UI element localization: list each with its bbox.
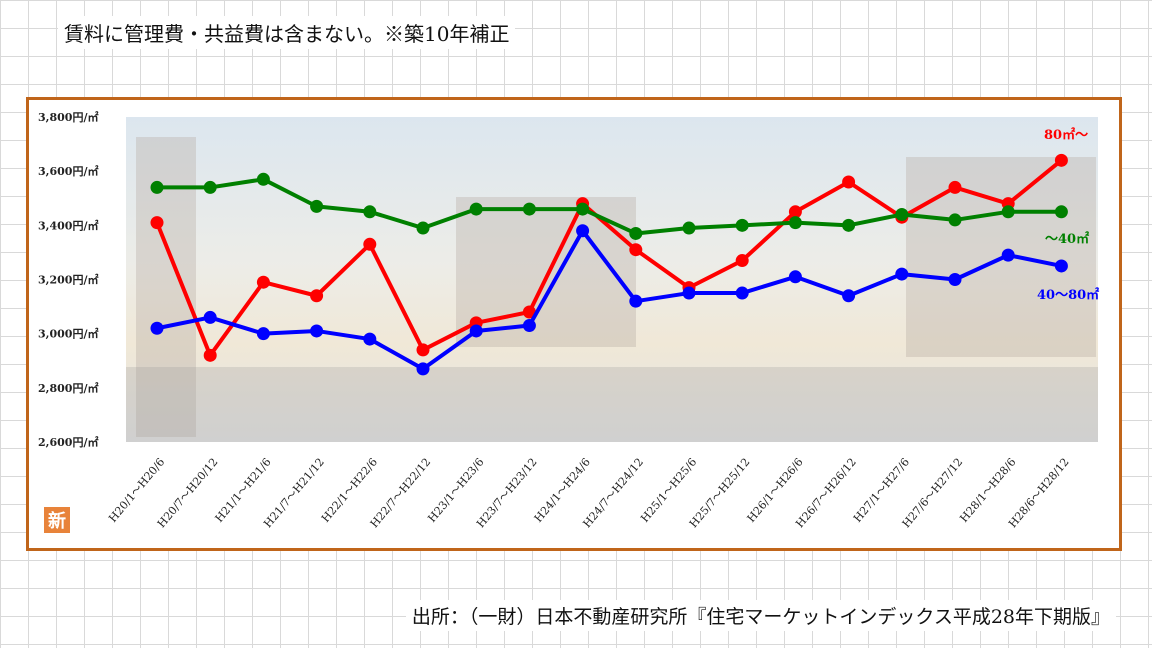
series-layer bbox=[150, 153, 1068, 376]
x-tick-label: H25/1～H25/6 bbox=[638, 456, 699, 525]
data-point bbox=[522, 305, 536, 319]
series-label: 40～80㎡ bbox=[1037, 287, 1099, 303]
x-tick-label: H23/1～H23/6 bbox=[425, 456, 486, 525]
x-tick-label: H26/1～H26/6 bbox=[745, 456, 806, 525]
data-point bbox=[682, 286, 696, 300]
x-tick-label: H24/1～H24/6 bbox=[532, 456, 593, 525]
series-line bbox=[156, 228, 1062, 371]
x-tick-label: H20/1～H20/6 bbox=[106, 456, 167, 525]
y-tick-label: 2,600円/㎡ bbox=[38, 435, 98, 449]
x-axis: H20/1～H20/6H20/7～H20/12H21/1～H21/6H21/7～… bbox=[106, 456, 1072, 531]
data-point bbox=[203, 310, 217, 324]
data-point bbox=[1001, 248, 1015, 262]
source-text: 出所：（一財）日本不動産研究所『住宅マーケットインデックス平成28年下期版』 bbox=[405, 600, 1116, 631]
data-point bbox=[310, 324, 324, 338]
legend-layer: 80㎡～ ～40㎡ 40～80㎡ bbox=[1037, 127, 1099, 303]
data-point bbox=[363, 237, 377, 251]
data-point bbox=[310, 199, 324, 213]
y-tick-label: 3,000円/㎡ bbox=[38, 327, 98, 341]
data-point bbox=[256, 327, 270, 341]
y-tick-label: 3,800円/㎡ bbox=[38, 110, 98, 124]
data-point bbox=[1054, 153, 1068, 167]
logo-icon: 新 bbox=[44, 507, 70, 533]
data-point bbox=[363, 332, 377, 346]
data-point bbox=[576, 202, 590, 216]
data-point bbox=[576, 224, 590, 238]
data-point bbox=[1054, 259, 1068, 273]
data-point bbox=[735, 286, 749, 300]
data-point bbox=[1054, 205, 1068, 219]
series-label: ～40㎡ bbox=[1045, 231, 1089, 247]
data-point bbox=[948, 180, 962, 194]
data-point bbox=[629, 294, 643, 308]
y-axis: 2,600円/㎡ 2,800円/㎡ 3,000円/㎡ 3,200円/㎡ 3,400円/㎡… bbox=[38, 110, 98, 449]
data-point bbox=[629, 243, 643, 257]
y-tick-label: 3,200円/㎡ bbox=[38, 273, 98, 287]
data-point bbox=[735, 254, 749, 268]
data-point bbox=[788, 216, 802, 230]
data-point bbox=[895, 267, 909, 281]
data-point bbox=[363, 205, 377, 219]
data-point bbox=[416, 362, 430, 376]
data-point bbox=[948, 213, 962, 227]
data-point bbox=[150, 321, 164, 335]
data-point bbox=[150, 180, 164, 194]
data-point bbox=[948, 273, 962, 286]
data-point bbox=[735, 218, 749, 232]
data-point bbox=[895, 208, 909, 221]
y-tick-label: 2,800円/㎡ bbox=[38, 381, 98, 395]
x-tick-label: H28/1～H28/6 bbox=[957, 456, 1018, 525]
note-text: 賃料に管理費・共益費は含まない。※築10年補正 bbox=[58, 16, 516, 49]
x-tick-label: H27/1～H27/6 bbox=[851, 456, 912, 525]
data-point bbox=[1001, 205, 1015, 219]
data-point bbox=[469, 202, 483, 216]
data-point bbox=[416, 221, 430, 235]
data-point bbox=[203, 180, 217, 194]
data-point bbox=[469, 324, 483, 338]
data-point bbox=[842, 289, 856, 303]
data-point bbox=[256, 172, 270, 186]
data-point bbox=[203, 348, 217, 362]
data-point bbox=[310, 289, 324, 303]
data-point bbox=[416, 343, 430, 357]
data-point bbox=[522, 202, 536, 216]
data-point bbox=[256, 275, 270, 289]
x-tick-label: H22/1～H22/6 bbox=[319, 456, 380, 525]
data-point bbox=[682, 221, 696, 235]
data-point bbox=[629, 226, 643, 240]
data-point bbox=[522, 319, 536, 333]
y-tick-label: 3,600円/㎡ bbox=[38, 164, 98, 178]
x-tick-label: H21/1～H21/6 bbox=[213, 456, 274, 525]
series-line bbox=[157, 177, 1062, 236]
data-point bbox=[842, 175, 856, 189]
data-point bbox=[788, 205, 802, 219]
data-point bbox=[150, 216, 164, 230]
y-tick-label: 3,400円/㎡ bbox=[38, 218, 98, 232]
data-point bbox=[842, 218, 856, 232]
series-label: 80㎡～ bbox=[1044, 127, 1088, 143]
series-line bbox=[155, 158, 1063, 358]
data-point bbox=[788, 270, 802, 284]
